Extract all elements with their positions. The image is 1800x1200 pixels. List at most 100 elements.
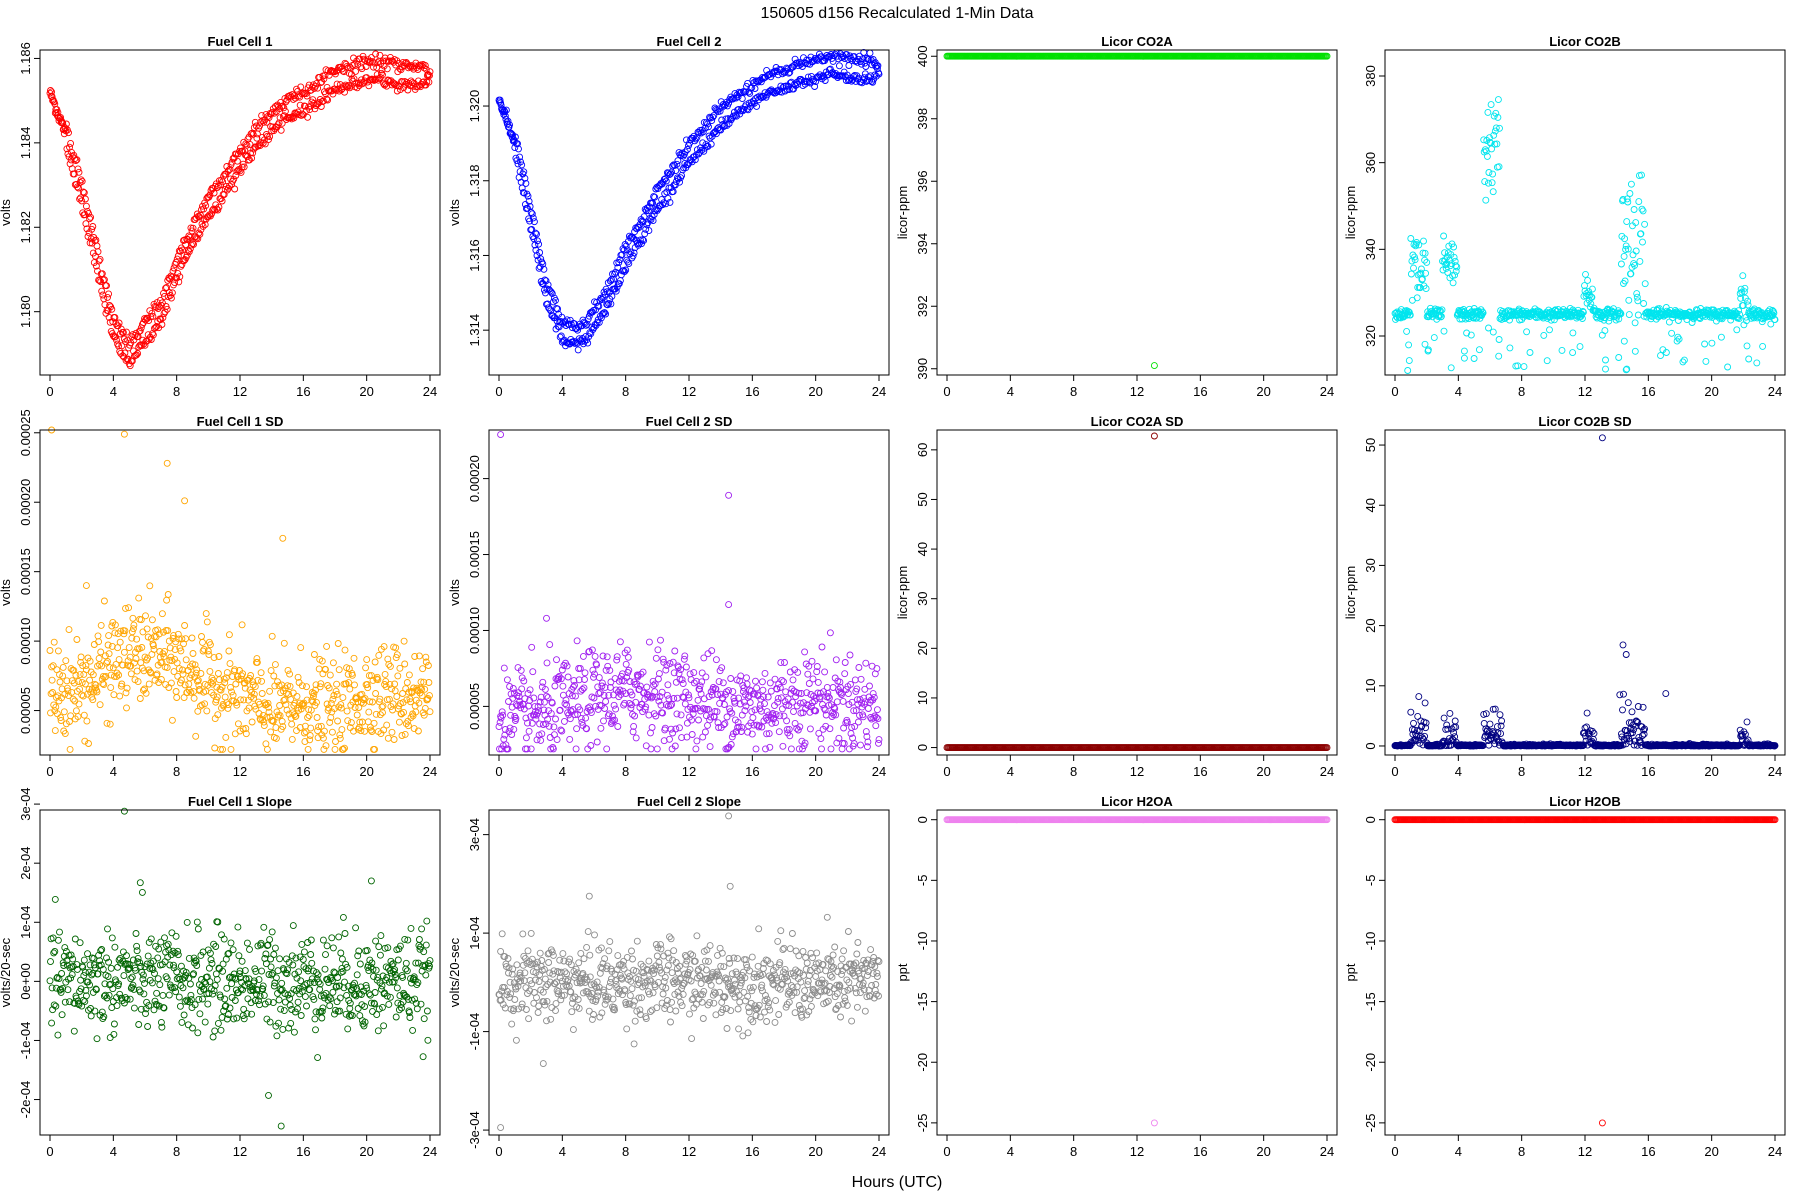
data-point xyxy=(361,727,369,735)
data-point xyxy=(424,662,432,669)
data-point xyxy=(105,290,113,298)
data-point xyxy=(532,246,540,254)
chart-panel: Licor CO2A SD0 4 8 12 16 20 240102030405060lic… xyxy=(895,414,1338,779)
y-tick-label: 1.184 xyxy=(18,127,33,160)
plot-frame xyxy=(39,49,441,376)
y-axis-label: volts xyxy=(447,579,462,606)
data-point xyxy=(310,100,318,107)
data-point xyxy=(1447,364,1455,372)
data-point xyxy=(214,670,222,677)
x-tick-label: 20 xyxy=(1704,384,1718,399)
data-point xyxy=(158,321,166,328)
data-point xyxy=(395,718,403,726)
data-point xyxy=(531,229,539,237)
data-point xyxy=(1702,357,1710,365)
data-point xyxy=(1602,356,1609,364)
data-point xyxy=(632,734,640,742)
data-point xyxy=(280,639,288,647)
data-point xyxy=(293,692,301,700)
y-tick-label: 1.182 xyxy=(18,211,33,244)
data-point xyxy=(163,596,171,604)
y-tick-label: 0.00015 xyxy=(18,548,33,595)
data-point xyxy=(814,678,822,686)
data-point xyxy=(1657,352,1664,360)
data-point xyxy=(233,167,241,175)
data-point xyxy=(729,688,737,696)
data-point xyxy=(392,61,400,69)
data-point xyxy=(548,290,556,298)
y-tick-label: 320 xyxy=(1363,325,1378,347)
data-point xyxy=(143,625,151,633)
data-point xyxy=(134,350,142,357)
data-point xyxy=(1739,272,1747,280)
data-point xyxy=(522,179,530,187)
data-point xyxy=(536,249,544,256)
data-point xyxy=(543,614,550,622)
data-point xyxy=(306,732,314,739)
data-point xyxy=(310,651,318,658)
data-point xyxy=(525,702,533,710)
data-point xyxy=(701,728,709,736)
data-point xyxy=(401,660,409,668)
data-point xyxy=(1494,96,1502,104)
data-point xyxy=(752,745,760,753)
data-point xyxy=(215,203,223,211)
data-point xyxy=(590,694,598,702)
data-point xyxy=(304,714,312,721)
data-point xyxy=(199,638,206,646)
data-point xyxy=(165,274,173,282)
data-point xyxy=(423,78,431,86)
data-point xyxy=(1601,327,1609,335)
data-point xyxy=(46,647,54,654)
data-point xyxy=(593,738,601,746)
panels-group: Fuel Cell 10 4 8 12 16 20 241.1801.1821.1841.1… xyxy=(0,34,1786,1159)
data-point xyxy=(686,670,694,678)
data-point xyxy=(520,168,528,176)
data-point xyxy=(405,62,413,70)
data-point xyxy=(98,270,106,278)
data-point xyxy=(115,342,123,350)
data-point xyxy=(158,610,166,618)
data-point xyxy=(579,652,587,660)
data-point xyxy=(176,273,184,281)
data-point xyxy=(612,705,620,713)
data-point xyxy=(530,218,538,226)
data-point xyxy=(1485,324,1492,332)
data-point xyxy=(268,632,276,640)
data-point xyxy=(1520,363,1528,371)
data-point xyxy=(220,172,228,180)
data-point xyxy=(367,54,375,62)
plot-frame xyxy=(936,429,1338,756)
data-point xyxy=(214,206,222,214)
data-point xyxy=(344,717,352,725)
data-point xyxy=(262,740,270,748)
data-point xyxy=(167,294,175,302)
y-tick-label: 392 xyxy=(915,295,930,317)
data-point xyxy=(497,431,505,439)
data-point xyxy=(1620,337,1628,345)
data-point xyxy=(142,316,149,324)
data-point xyxy=(82,220,90,228)
data-point xyxy=(500,664,508,672)
data-point xyxy=(496,718,504,726)
data-point xyxy=(97,621,105,629)
data-point xyxy=(167,679,175,687)
data-point xyxy=(1753,359,1761,367)
data-point xyxy=(74,165,82,173)
data-point xyxy=(702,712,710,720)
data-point xyxy=(1470,355,1478,362)
data-point xyxy=(537,736,545,744)
data-point xyxy=(110,691,118,699)
data-point xyxy=(505,698,512,705)
data-point xyxy=(1440,327,1448,335)
data-point xyxy=(695,716,702,724)
data-point xyxy=(578,686,586,693)
x-tick-label: 0 xyxy=(943,384,950,399)
x-tick-label: 12 xyxy=(1578,384,1592,399)
data-point xyxy=(281,107,289,115)
x-tick-label: 20 xyxy=(1256,764,1270,779)
data-point xyxy=(189,240,196,248)
data-point xyxy=(236,167,244,175)
data-point xyxy=(149,331,157,339)
data-point xyxy=(82,202,90,210)
